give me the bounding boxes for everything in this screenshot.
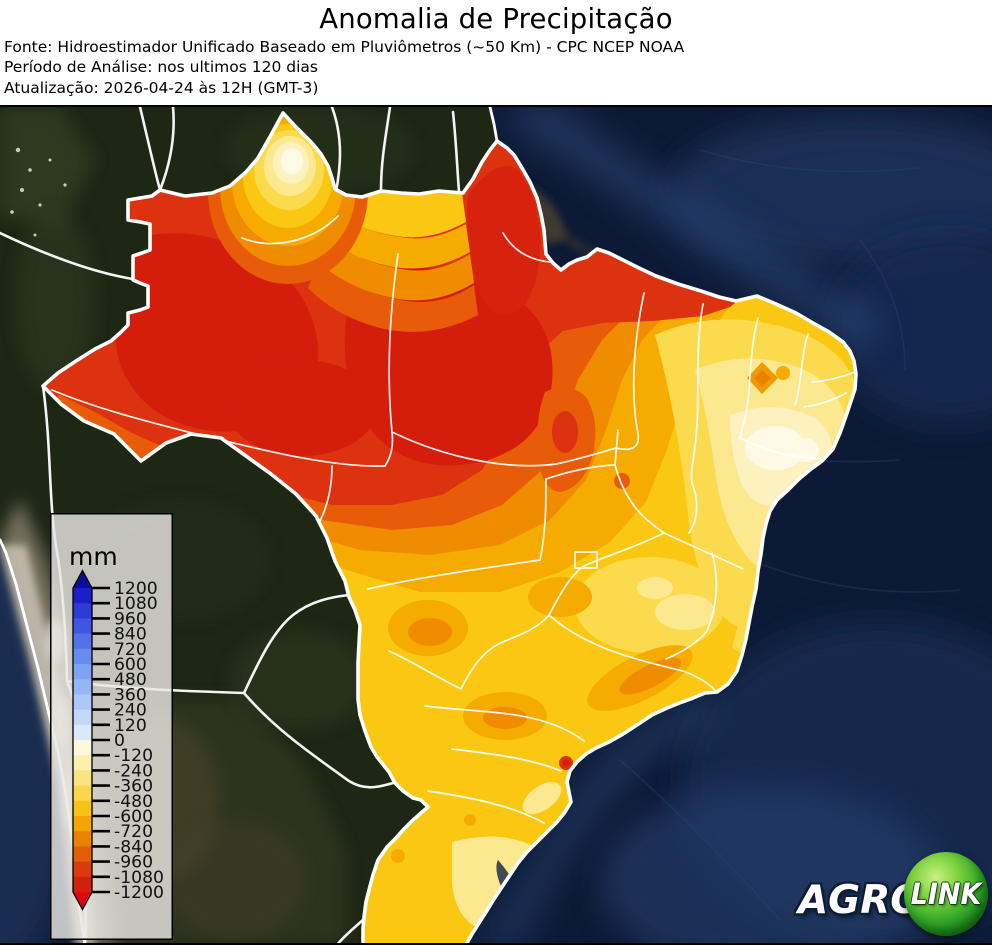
svg-text:-1200: -1200 bbox=[114, 883, 164, 903]
svg-text:600: 600 bbox=[114, 655, 147, 675]
colorbar: 120010809608407206004803602401200-120-24… bbox=[72, 569, 164, 911]
logo-link-text: LINK bbox=[910, 877, 982, 911]
svg-text:-720: -720 bbox=[114, 822, 153, 842]
svg-text:-360: -360 bbox=[114, 777, 153, 797]
svg-text:480: 480 bbox=[114, 670, 147, 690]
svg-text:-480: -480 bbox=[114, 792, 153, 812]
svg-text:720: 720 bbox=[114, 640, 147, 660]
legend-unit-label: mm bbox=[69, 542, 118, 571]
svg-text:-960: -960 bbox=[114, 853, 153, 873]
southeast-shelf bbox=[472, 690, 720, 943]
logo-globe-icon: LINK bbox=[904, 852, 988, 936]
colorbar-svg: mm 120010809608407206004803602401200-120… bbox=[50, 513, 173, 940]
period-line: Período de Análise: nos ultimos 120 dias bbox=[4, 58, 318, 77]
svg-text:-840: -840 bbox=[114, 837, 153, 857]
north-shelf bbox=[500, 107, 885, 352]
svg-text:360: 360 bbox=[114, 685, 147, 705]
source-line: Fonte: Hidroestimador Unificado Baseado … bbox=[4, 38, 685, 56]
brazil-border bbox=[41, 111, 858, 943]
agrolink-logo: AGRO LINK bbox=[798, 848, 990, 940]
svg-text:-240: -240 bbox=[114, 761, 153, 781]
svg-text:120: 120 bbox=[114, 716, 147, 736]
update-line: Atualização: 2026-04-24 às 12H (GMT-3) bbox=[4, 78, 319, 97]
svg-text:-1080: -1080 bbox=[114, 868, 164, 888]
map-frame bbox=[0, 105, 992, 945]
logo-agro-text: AGRO bbox=[798, 878, 924, 923]
cloud-specks bbox=[10, 147, 67, 237]
map-metadata: Fonte: Hidroestimador Unificado Baseado … bbox=[4, 37, 684, 98]
svg-text:0: 0 bbox=[114, 731, 125, 751]
svg-text:840: 840 bbox=[114, 625, 147, 645]
svg-text:240: 240 bbox=[114, 701, 147, 721]
map-svg bbox=[0, 107, 992, 943]
guiana-coastline bbox=[488, 107, 499, 143]
legend-box bbox=[50, 513, 173, 940]
svg-text:960: 960 bbox=[114, 609, 147, 629]
svg-text:-120: -120 bbox=[114, 746, 153, 766]
page-title: Anomalia de Precipitação bbox=[319, 3, 673, 35]
svg-text:1080: 1080 bbox=[114, 594, 158, 614]
svg-text:-600: -600 bbox=[114, 807, 153, 827]
colorbar-legend: mm 1200 1080 960 840 720 600 480 360 240 120 0 -120… bbox=[50, 513, 173, 940]
svg-text:1200: 1200 bbox=[114, 579, 158, 599]
